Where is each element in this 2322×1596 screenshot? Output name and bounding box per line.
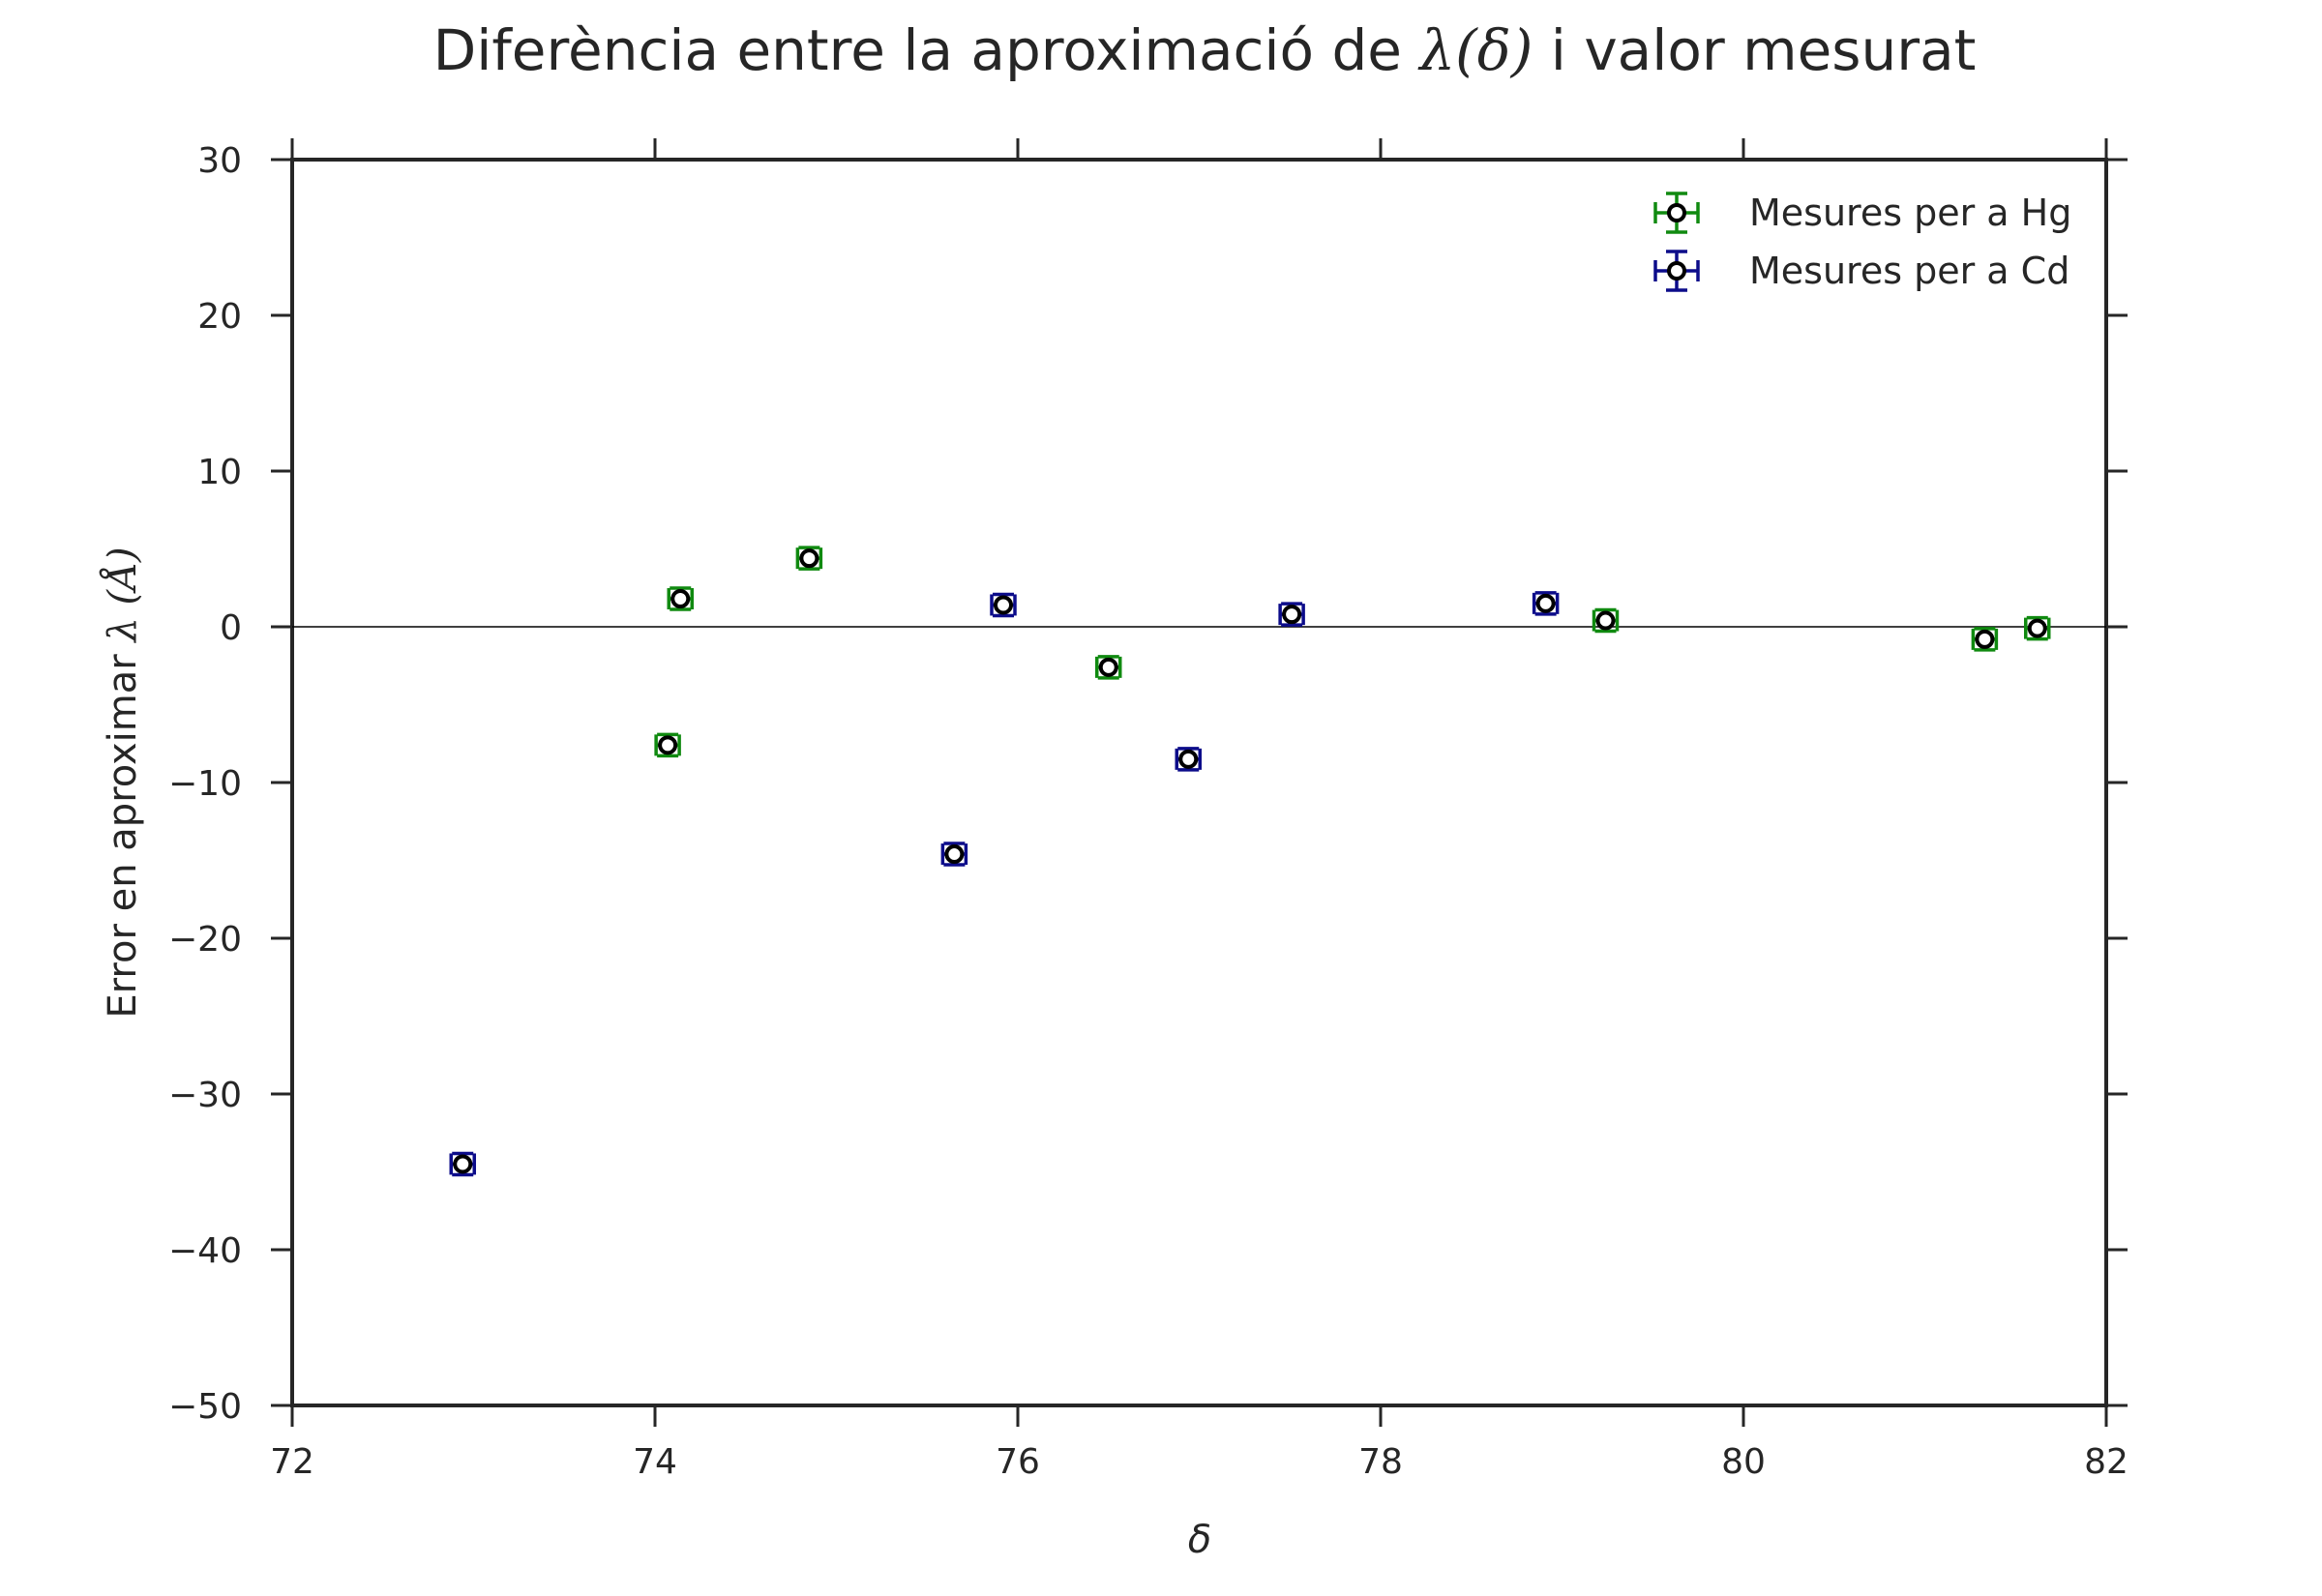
data-point xyxy=(1973,629,1996,650)
x-axis-label: δ xyxy=(1188,1518,1211,1562)
y-tick-label: 10 xyxy=(197,453,242,492)
y-tick-label: −50 xyxy=(168,1387,242,1427)
data-point xyxy=(656,734,679,755)
data-point xyxy=(1176,749,1200,770)
plot-frame xyxy=(292,160,2106,1405)
legend-marker-hg xyxy=(1655,193,1698,232)
legend-label-cd: Mesures per a Cd xyxy=(1749,250,2069,292)
data-point xyxy=(1534,593,1558,614)
chart-title-suffix: i valor mesurat xyxy=(1533,17,1976,83)
chart-title: Diferència entre la aproximació de λ(δ) … xyxy=(433,17,1977,83)
ticks xyxy=(271,138,2128,1427)
y-axis-label-prefix: Error en aproximar xyxy=(101,642,145,1019)
data-point xyxy=(1594,610,1618,632)
legend: Mesures per a Hg Mesures per a Cd xyxy=(1655,192,2071,292)
y-tick-label: 0 xyxy=(220,608,242,648)
y-tick-label: 20 xyxy=(197,297,242,337)
data-point xyxy=(797,547,820,569)
data-point xyxy=(1280,604,1303,625)
y-tick-label: −20 xyxy=(168,920,242,960)
y-tick-label: 30 xyxy=(197,141,242,181)
legend-label-hg: Mesures per a Hg xyxy=(1749,192,2071,234)
y-tick-label: −10 xyxy=(168,764,242,804)
x-tick-label: 76 xyxy=(996,1442,1040,1482)
data-point xyxy=(1097,657,1120,678)
data-points xyxy=(451,547,2049,1174)
series-0 xyxy=(656,547,2049,755)
data-point xyxy=(669,588,692,609)
x-tick-label: 80 xyxy=(1721,1442,1766,1482)
x-tick-label: 78 xyxy=(1358,1442,1403,1482)
data-point xyxy=(2026,618,2049,639)
legend-marker-icon xyxy=(1655,193,1698,232)
chart-title-prefix: Diferència entre la aproximació de xyxy=(433,17,1420,83)
data-point xyxy=(451,1153,474,1174)
tick-labels: 72 74 76 78 80 82 30 20 10 0 −10 −20 −30 −40 −50 xyxy=(168,141,2128,1482)
x-tick-label: 82 xyxy=(2084,1442,2128,1482)
y-axis-label: Error en aproximar λ (Å) xyxy=(100,547,145,1018)
data-point xyxy=(992,594,1015,615)
chart-title-math: λ(δ) xyxy=(1417,17,1533,83)
y-axis-label-math: λ (Å) xyxy=(100,547,145,643)
y-tick-label: −40 xyxy=(168,1231,242,1271)
x-tick-label: 74 xyxy=(633,1442,677,1482)
legend-marker-icon xyxy=(1655,251,1698,290)
x-tick-label: 72 xyxy=(270,1442,314,1482)
y-tick-label: −30 xyxy=(168,1076,242,1115)
legend-marker-cd xyxy=(1655,251,1698,290)
series-1 xyxy=(451,593,1557,1175)
data-point xyxy=(942,843,966,865)
